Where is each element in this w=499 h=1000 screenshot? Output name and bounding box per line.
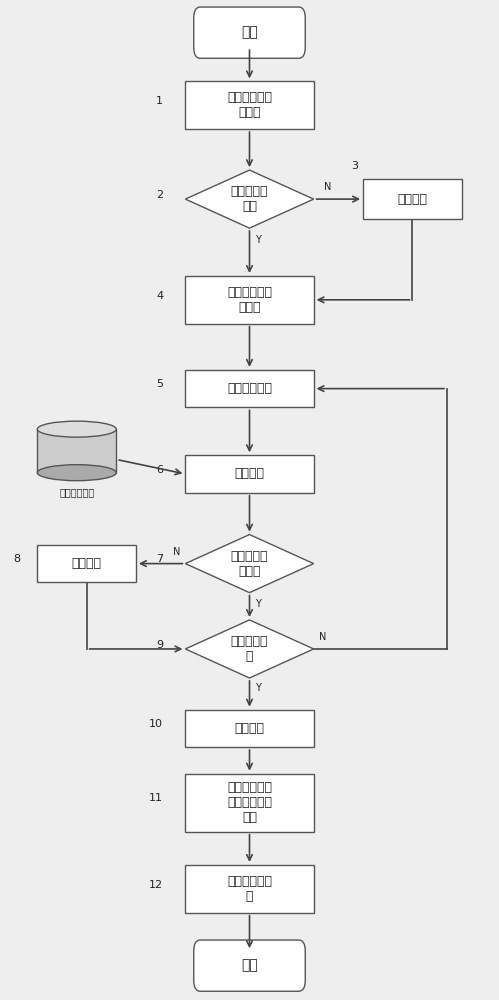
Text: N: N xyxy=(323,182,331,192)
Text: 11: 11 xyxy=(149,793,163,803)
Text: 6: 6 xyxy=(156,465,163,475)
Text: 7: 7 xyxy=(156,554,163,564)
Bar xyxy=(363,179,462,219)
Text: 记录时间: 记录时间 xyxy=(235,722,264,735)
Text: 12: 12 xyxy=(149,880,163,890)
Text: 根据组件负荷
能力修改极限
时间: 根据组件负荷 能力修改极限 时间 xyxy=(227,781,272,824)
Bar xyxy=(185,774,314,832)
FancyBboxPatch shape xyxy=(194,940,305,991)
Text: 默认设置: 默认设置 xyxy=(397,193,427,206)
Text: 接收到配置
信息: 接收到配置 信息 xyxy=(231,185,268,213)
Text: 读取变压器配
置信息: 读取变压器配 置信息 xyxy=(227,91,272,119)
Polygon shape xyxy=(185,170,314,228)
Text: 3: 3 xyxy=(351,161,358,171)
Text: 分析冷却容量: 分析冷却容量 xyxy=(227,382,272,395)
Bar xyxy=(185,276,314,324)
Polygon shape xyxy=(185,535,314,593)
Ellipse shape xyxy=(37,465,116,481)
Bar xyxy=(37,429,116,473)
Bar xyxy=(185,710,314,747)
Text: 生成过负荷曲
线: 生成过负荷曲 线 xyxy=(227,875,272,903)
Bar xyxy=(37,545,136,582)
Bar xyxy=(185,370,314,407)
Text: 到达温度限
值: 到达温度限 值 xyxy=(231,635,268,663)
Text: Y: Y xyxy=(255,235,261,245)
Text: N: N xyxy=(173,547,181,557)
Text: 1: 1 xyxy=(156,96,163,106)
Text: 10: 10 xyxy=(149,719,163,729)
Text: 8: 8 xyxy=(13,554,20,564)
Text: 获得变压器实
时信息: 获得变压器实 时信息 xyxy=(227,286,272,314)
Bar xyxy=(185,865,314,913)
FancyBboxPatch shape xyxy=(194,7,305,58)
Ellipse shape xyxy=(37,421,116,437)
Bar xyxy=(185,455,314,493)
Text: 匹配数据: 匹配数据 xyxy=(72,557,102,570)
Text: 获得历史负
荷趋势: 获得历史负 荷趋势 xyxy=(231,550,268,578)
Text: 分析负荷: 分析负荷 xyxy=(235,467,264,480)
Text: 开始: 开始 xyxy=(241,26,258,40)
Bar xyxy=(185,81,314,129)
Text: 状态量数据库: 状态量数据库 xyxy=(59,487,94,497)
Text: 4: 4 xyxy=(156,291,163,301)
Text: 结束: 结束 xyxy=(241,959,258,973)
Text: 9: 9 xyxy=(156,640,163,650)
Text: 5: 5 xyxy=(156,379,163,389)
Polygon shape xyxy=(185,620,314,678)
Text: Y: Y xyxy=(255,683,261,693)
Text: 2: 2 xyxy=(156,190,163,200)
Text: Y: Y xyxy=(255,599,261,609)
Text: N: N xyxy=(318,632,326,642)
